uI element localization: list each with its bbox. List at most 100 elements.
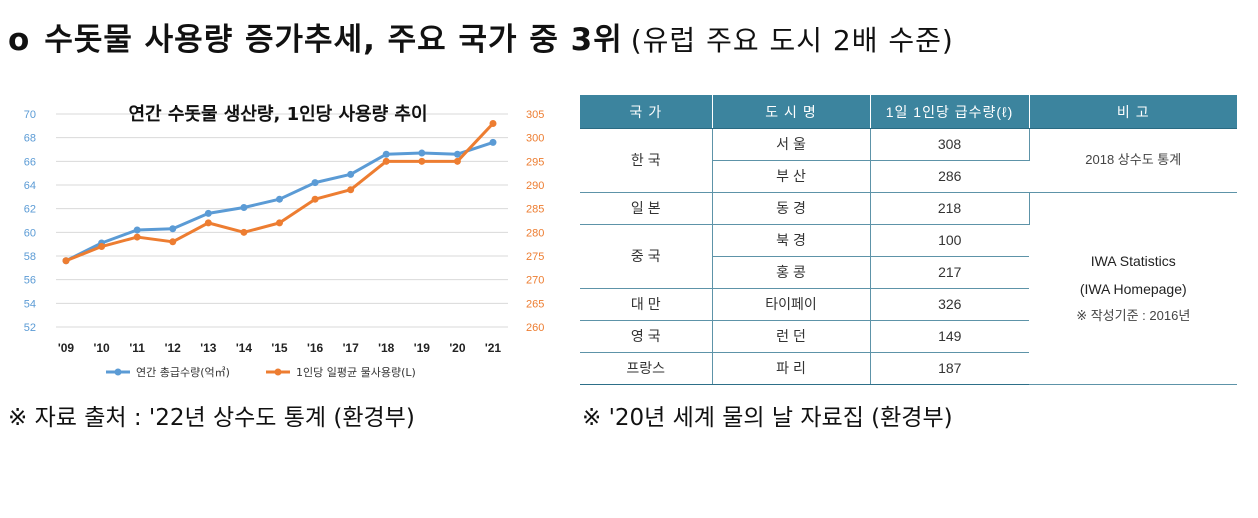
data-point bbox=[347, 186, 355, 194]
y-right-tick-label: 270 bbox=[526, 275, 544, 287]
header-note: 비 고 bbox=[1029, 95, 1237, 129]
data-point bbox=[62, 257, 70, 265]
data-point bbox=[347, 170, 355, 178]
data-point bbox=[169, 238, 177, 246]
table-row: 프랑스 파 리 187 bbox=[580, 352, 1237, 385]
y-left-tick-label: 54 bbox=[24, 298, 36, 310]
legend-label: 1인당 일평균 물사용량(L) bbox=[296, 365, 416, 379]
y-right-tick-label: 275 bbox=[526, 251, 544, 263]
data-point bbox=[133, 226, 141, 234]
y-left-tick-label: 52 bbox=[24, 322, 36, 334]
table-row: 일 본 동 경 218 IWA Statistics (IWA Homepage… bbox=[580, 192, 1237, 385]
usage-cell: 100 bbox=[870, 224, 1029, 257]
table-row: 중 국 북 경 100 bbox=[580, 224, 1237, 289]
table-source-note: ※ '20년 세계 물의 날 자료집 (환경부) bbox=[582, 405, 953, 431]
x-tick-label: '14 bbox=[236, 341, 253, 355]
data-point bbox=[311, 195, 319, 203]
y-left-tick-label: 60 bbox=[24, 227, 36, 239]
table-header-row: 국 가 도 시 명 1일 1인당 급수량(ℓ) 비 고 bbox=[580, 95, 1237, 129]
note-korea-cell: 2018 상수도 통계 bbox=[1029, 128, 1237, 193]
heading-main: 수돗물 사용량 증가추세, 주요 국가 중 3위 bbox=[44, 22, 623, 58]
usage-cell: 217 bbox=[870, 256, 1029, 289]
city-cell: 서 울 bbox=[712, 128, 871, 161]
y-right-tick-label: 265 bbox=[526, 298, 544, 310]
header-country: 국 가 bbox=[580, 95, 713, 129]
country-cell: 일 본 bbox=[580, 192, 713, 225]
data-point bbox=[311, 179, 319, 187]
y-left-tick-label: 66 bbox=[24, 156, 36, 168]
heading-sub: (유럽 주요 도시 2배 수준) bbox=[630, 24, 954, 57]
table-row: 영 국 런 던 149 bbox=[580, 320, 1237, 353]
trend-chart-svg: 52 54 56 58 60 62 64 66 68 70 260 265 270 275 280 285 29… bbox=[24, 104, 545, 379]
x-tick-label: '15 bbox=[271, 341, 288, 355]
data-point bbox=[489, 119, 497, 127]
page-heading: o 수돗물 사용량 증가추세, 주요 국가 중 3위 (유럽 주요 도시 2배 수준… bbox=[8, 14, 1248, 64]
y-right-tick-label: 290 bbox=[526, 180, 544, 192]
chart-source-note: ※ 자료 출처 : '22년 상수도 통계 (환경부) bbox=[8, 405, 415, 431]
table-row: 홍 콩 217 bbox=[580, 256, 1237, 289]
table-row: 한 국 서 울 308 2018 상수도 통계 bbox=[580, 128, 1237, 193]
y-left-tick-label: 64 bbox=[24, 180, 36, 192]
x-tick-label: '20 bbox=[449, 341, 466, 355]
city-usage-table: 국 가 도 시 명 1일 1인당 급수량(ℓ) 비 고 한 국 서 울 308 … bbox=[580, 95, 1237, 385]
data-point bbox=[204, 219, 212, 227]
legend-marker bbox=[274, 368, 282, 376]
table-row: 대 만 타이페이 326 bbox=[580, 288, 1237, 321]
country-cell: 중 국 bbox=[580, 224, 713, 289]
table-row: 부 산 286 bbox=[580, 160, 1237, 193]
header-usage: 1일 1인당 급수량(ℓ) bbox=[870, 95, 1030, 129]
data-point bbox=[240, 228, 248, 236]
y-left-tick-label: 56 bbox=[24, 275, 36, 287]
usage-cell: 286 bbox=[870, 160, 1029, 193]
city-cell: 홍 콩 bbox=[712, 256, 871, 289]
x-tick-label: '16 bbox=[307, 341, 324, 355]
data-point bbox=[169, 225, 177, 233]
data-point bbox=[418, 149, 426, 157]
heading-bullet: o bbox=[8, 22, 31, 58]
x-tick-label: '12 bbox=[165, 341, 182, 355]
y-right-tick-label: 305 bbox=[526, 109, 544, 121]
data-point bbox=[418, 157, 426, 165]
data-point bbox=[382, 150, 390, 158]
city-cell: 파 리 bbox=[712, 352, 871, 385]
y-left-tick-label: 68 bbox=[24, 133, 36, 145]
x-tick-label: '18 bbox=[378, 341, 395, 355]
series-line bbox=[65, 122, 495, 263]
header-city: 도 시 명 bbox=[712, 95, 871, 129]
city-cell: 부 산 bbox=[712, 160, 871, 193]
y-right-tick-label: 260 bbox=[526, 322, 544, 334]
x-tick-label: '09 bbox=[58, 341, 75, 355]
note-iwa-line1: IWA Statistics bbox=[1090, 252, 1176, 269]
usage-cell: 326 bbox=[870, 288, 1029, 321]
y-left-tick-label: 62 bbox=[24, 204, 36, 216]
usage-cell: 149 bbox=[870, 320, 1029, 353]
city-usage-table-panel: 국 가 도 시 명 1일 1인당 급수량(ℓ) 비 고 한 국 서 울 308 … bbox=[580, 95, 1237, 385]
y-left-tick-label: 58 bbox=[24, 251, 36, 263]
legend-label: 연간 총급수량(억㎥) bbox=[136, 366, 230, 379]
data-point bbox=[98, 243, 106, 251]
usage-cell: 218 bbox=[870, 192, 1030, 225]
usage-cell: 187 bbox=[870, 352, 1029, 385]
data-point bbox=[204, 209, 212, 217]
city-cell: 북 경 bbox=[712, 224, 871, 257]
note-iwa-line2: (IWA Homepage) bbox=[1079, 281, 1187, 298]
city-cell: 타이페이 bbox=[712, 288, 871, 321]
city-cell: 런 던 bbox=[712, 320, 871, 353]
x-tick-label: '10 bbox=[93, 341, 110, 355]
note-iwa-cell: IWA Statistics (IWA Homepage) ※ 작성기준 : 2… bbox=[1029, 192, 1237, 385]
legend-marker bbox=[114, 368, 122, 376]
x-tick-label: '13 bbox=[200, 341, 217, 355]
data-point bbox=[453, 157, 461, 165]
y-left-tick-label: 70 bbox=[24, 109, 36, 121]
country-cell: 한 국 bbox=[580, 128, 713, 193]
country-cell: 프랑스 bbox=[580, 352, 713, 385]
data-point bbox=[276, 219, 283, 227]
y-right-tick-label: 300 bbox=[526, 133, 544, 145]
x-tick-label: '21 bbox=[485, 341, 502, 355]
data-point bbox=[453, 150, 461, 158]
data-point bbox=[382, 157, 390, 165]
data-point bbox=[276, 195, 283, 203]
data-point bbox=[240, 203, 248, 211]
data-point bbox=[133, 233, 141, 241]
country-cell: 영 국 bbox=[580, 320, 713, 353]
